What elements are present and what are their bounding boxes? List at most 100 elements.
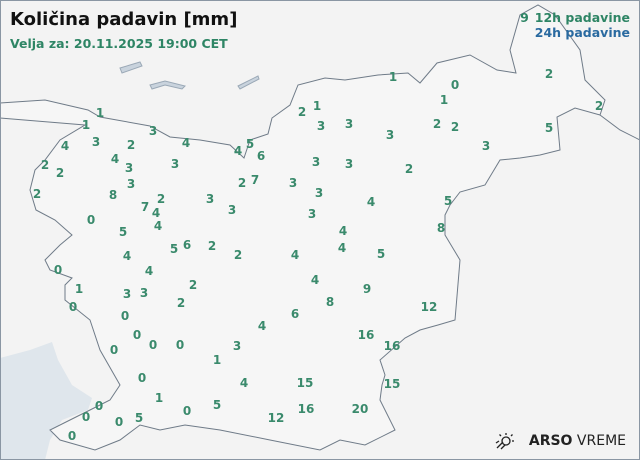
- station-value: 16: [357, 328, 375, 342]
- station-value: 3: [170, 157, 180, 171]
- station-value: 4: [60, 139, 70, 153]
- station-value: 1: [212, 353, 222, 367]
- station-value: 2: [176, 296, 186, 310]
- station-value: 6: [182, 238, 192, 252]
- station-value: 0: [81, 410, 91, 424]
- sun-weather-icon: [495, 433, 514, 450]
- station-value: 5: [118, 225, 128, 239]
- sea-area: [0, 342, 92, 460]
- station-value: 1: [154, 391, 164, 405]
- station-value: 0: [450, 78, 460, 92]
- station-value: 4: [151, 206, 161, 220]
- station-value: 16: [383, 339, 401, 353]
- station-value: 2: [233, 248, 243, 262]
- station-value: 1: [81, 118, 91, 132]
- station-value: 2: [40, 158, 50, 172]
- station-value: 12: [420, 300, 438, 314]
- station-value: 8: [325, 295, 335, 309]
- station-value: 12: [267, 411, 285, 425]
- station-value: 3: [314, 186, 324, 200]
- station-value: 9: [362, 282, 372, 296]
- station-value: 1: [95, 106, 105, 120]
- station-value: 4: [181, 136, 191, 150]
- station-value: 4: [153, 219, 163, 233]
- station-value: 2: [544, 67, 554, 81]
- station-value: 4: [310, 273, 320, 287]
- station-value: 0: [114, 415, 124, 429]
- station-value: 0: [132, 328, 142, 342]
- station-value: 5: [544, 121, 554, 135]
- station-value: 2: [432, 117, 442, 131]
- station-value: 4: [122, 249, 132, 263]
- station-value: 3: [344, 117, 354, 131]
- station-value: 2: [55, 166, 65, 180]
- station-value: 2: [594, 99, 604, 113]
- station-value: 4: [366, 195, 376, 209]
- station-value: 6: [256, 149, 266, 163]
- legend: 9 12h padavine 24h padavine: [520, 10, 630, 40]
- station-value: 16: [297, 402, 315, 416]
- station-value: 3: [232, 339, 242, 353]
- station-value: 0: [109, 343, 119, 357]
- legend-sample-value: 9: [520, 10, 529, 25]
- station-value: 7: [250, 173, 260, 187]
- station-value: 3: [311, 155, 321, 169]
- brand-vreme: VREME: [576, 433, 626, 449]
- station-value: 2: [32, 187, 42, 201]
- station-value: 5: [212, 398, 222, 412]
- lake-2: [149, 80, 186, 90]
- station-value: 2: [404, 162, 414, 176]
- legend-12h: 12h padavine: [534, 10, 630, 25]
- station-value: 4: [144, 264, 154, 278]
- legend-24h: 24h padavine: [534, 25, 630, 40]
- valid-time: Velja za: 20.11.2025 19:00 CET: [10, 36, 228, 51]
- station-value: 1: [439, 93, 449, 107]
- station-value: 3: [126, 177, 136, 191]
- station-value: 0: [94, 399, 104, 413]
- station-value: 0: [148, 338, 158, 352]
- lake-3: [237, 75, 260, 90]
- station-value: 7: [140, 200, 150, 214]
- station-value: 2: [297, 105, 307, 119]
- station-value: 8: [108, 188, 118, 202]
- station-value: 5: [376, 247, 386, 261]
- station-value: 2: [207, 239, 217, 253]
- station-value: 3: [122, 287, 132, 301]
- station-value: 4: [338, 224, 348, 238]
- station-value: 4: [110, 152, 120, 166]
- station-value: 0: [175, 338, 185, 352]
- station-value: 3: [481, 139, 491, 153]
- station-value: 3: [316, 119, 326, 133]
- station-value: 5: [169, 242, 179, 256]
- station-value: 2: [237, 176, 247, 190]
- lake-1: [119, 61, 143, 74]
- station-value: 0: [137, 371, 147, 385]
- station-value: 0: [86, 213, 96, 227]
- station-value: 3: [344, 157, 354, 171]
- station-value: 20: [351, 402, 369, 416]
- brand-arso: ARSO: [528, 433, 573, 449]
- station-value: 3: [205, 192, 215, 206]
- station-value: 8: [436, 221, 446, 235]
- station-value: 2: [126, 138, 136, 152]
- station-value: 6: [290, 307, 300, 321]
- station-value: 4: [233, 144, 243, 158]
- station-value: 0: [67, 429, 77, 443]
- station-value: 5: [443, 194, 453, 208]
- arso-logo: ARSO VREME: [495, 432, 626, 450]
- station-value: 0: [182, 404, 192, 418]
- station-value: 5: [245, 137, 255, 151]
- hungary-croatia-border: [599, 114, 640, 141]
- station-value: 0: [53, 263, 63, 277]
- station-value: 2: [156, 192, 166, 206]
- station-value: 3: [124, 161, 134, 175]
- station-value: 3: [288, 176, 298, 190]
- station-value: 3: [385, 128, 395, 142]
- slovenia-border: [0, 4, 606, 451]
- station-value: 2: [450, 120, 460, 134]
- station-value: 1: [74, 282, 84, 296]
- station-value: 3: [227, 203, 237, 217]
- station-value: 15: [296, 376, 314, 390]
- station-value: 1: [312, 99, 322, 113]
